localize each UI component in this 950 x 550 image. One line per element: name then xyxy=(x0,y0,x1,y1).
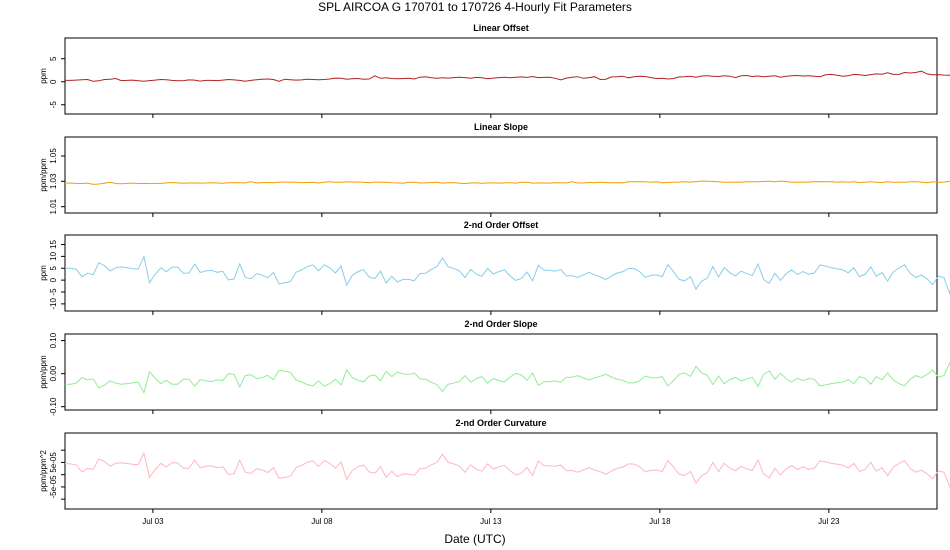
x-axis-label: Date (UTC) xyxy=(444,532,505,546)
panel-title: Linear Slope xyxy=(474,122,528,132)
y-tick-label: -5e-05 xyxy=(49,475,58,499)
panel-title: Linear Offset xyxy=(473,23,529,33)
y-axis-label: ppm/ppm xyxy=(39,158,48,192)
y-axis-label: ppm/ppm xyxy=(39,355,48,389)
y-axis-label: ppm/ppm^2 xyxy=(39,450,48,492)
x-tick-label: Jul 13 xyxy=(480,517,502,526)
y-tick-label: 0.00 xyxy=(49,365,58,381)
series-line xyxy=(64,451,950,488)
y-tick-label: 1.03 xyxy=(49,173,58,189)
panel-title: 2-nd Order Slope xyxy=(464,319,537,329)
plot-frame xyxy=(64,333,938,411)
y-tick-label: -5 xyxy=(49,101,58,109)
y-tick-label: 0.10 xyxy=(49,332,58,348)
series-line xyxy=(65,70,950,82)
figure-title: SPL AIRCOA G 170701 to 170726 4-Hourly F… xyxy=(318,0,632,14)
plot-frame xyxy=(64,234,938,312)
y-tick-label: -0.10 xyxy=(49,397,58,416)
y-tick-label: 5 xyxy=(49,265,58,270)
y-tick-label: 0 xyxy=(49,277,58,282)
y-tick-label: 1.05 xyxy=(49,148,58,164)
series-line xyxy=(64,180,950,185)
y-tick-label: 5e-05 xyxy=(49,452,58,473)
y-tick-label: -10 xyxy=(49,298,58,310)
panel-title: 2-nd Order Curvature xyxy=(455,418,546,428)
x-tick-label: Jul 23 xyxy=(818,517,840,526)
panel-4: 2-nd Order Slope ppm/ppm-0.10 0.00 0.10 xyxy=(39,319,950,416)
panel-3: 2-nd Order Offset ppm -10 -5 0 5 10 15 xyxy=(39,220,950,315)
y-axis-label: ppm xyxy=(39,265,48,281)
series-line xyxy=(64,255,950,295)
y-tick-label: 1.01 xyxy=(49,198,58,214)
y-tick-label: 10 xyxy=(49,251,58,260)
y-tick-label: -5 xyxy=(49,288,58,296)
panel-1: Linear Offset ppm -5 0 5 xyxy=(39,23,950,118)
plot-frame xyxy=(64,136,938,214)
series-line xyxy=(65,361,950,395)
panel-5: 2-nd Order Curvature ppm/ppm^2 -5e-05 5e-05… xyxy=(39,418,950,526)
y-tick-label: 0 xyxy=(49,79,58,84)
y-tick-label: 5 xyxy=(49,56,58,61)
y-tick-label: 15 xyxy=(49,240,58,249)
x-tick-label: Jul 18 xyxy=(649,517,671,526)
plot-frame xyxy=(64,37,938,115)
x-tick-label: Jul 03 xyxy=(142,517,164,526)
x-tick-label: Jul 08 xyxy=(311,517,333,526)
plot-frame xyxy=(64,432,938,510)
y-axis-label: ppm xyxy=(39,68,48,84)
panel-title: 2-nd Order Offset xyxy=(464,220,539,230)
